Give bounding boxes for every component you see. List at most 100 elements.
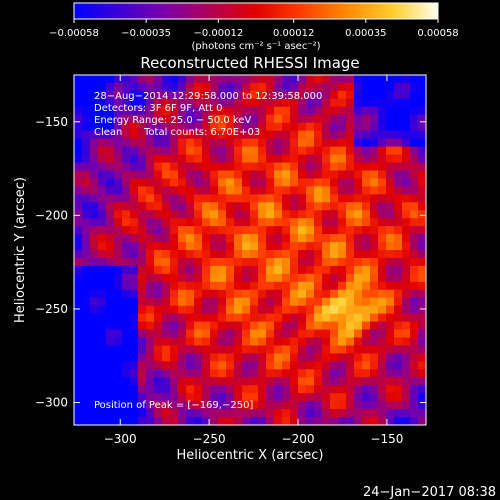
heatmap-cell — [226, 281, 235, 291]
heatmap-cell — [394, 114, 403, 124]
heatmap-cell — [258, 186, 267, 195]
heatmap-cell — [162, 75, 171, 84]
heatmap-cell — [250, 289, 259, 299]
heatmap-cell — [402, 417, 411, 425]
heatmap-cell — [330, 273, 339, 283]
heatmap-cell — [346, 337, 355, 347]
heatmap-cell — [314, 234, 323, 243]
heatmap-cell — [186, 154, 195, 164]
heatmap-cell — [362, 361, 371, 370]
heatmap-cell — [362, 178, 371, 187]
heatmap-cell — [290, 393, 299, 402]
heatmap-cell — [362, 273, 371, 283]
heatmap-cell — [354, 321, 363, 331]
heatmap-cell — [170, 321, 179, 331]
heatmap-cell — [306, 234, 315, 243]
heatmap-cell — [130, 178, 139, 187]
heatmap-cell — [258, 409, 267, 418]
heatmap-cell — [82, 154, 91, 164]
heatmap-cell — [106, 313, 115, 323]
heatmap-cell — [258, 250, 267, 259]
heatmap-cell — [354, 242, 363, 251]
heatmap-cell — [90, 234, 99, 243]
heatmap-cell — [266, 122, 275, 132]
heatmap-cell — [218, 393, 227, 402]
heatmap-cell — [346, 146, 355, 156]
heatmap-cell — [386, 146, 395, 156]
heatmap-cell — [146, 305, 155, 315]
heatmap-cell — [290, 75, 299, 84]
heatmap-cell — [186, 369, 195, 378]
heatmap-cell — [338, 75, 347, 84]
heatmap-cell — [210, 385, 219, 394]
heatmap-cell — [218, 385, 227, 394]
heatmap-cell — [266, 265, 275, 275]
heatmap-cell — [114, 90, 123, 100]
heatmap-cell — [370, 265, 379, 275]
heatmap-cell — [266, 178, 275, 187]
heatmap-cell — [162, 210, 171, 219]
heatmap-cell — [98, 297, 107, 307]
heatmap-cell — [322, 353, 331, 362]
heatmap-cell — [138, 377, 147, 386]
heatmap-cell — [170, 82, 179, 92]
heatmap-cell — [114, 329, 123, 339]
heatmap-cell — [242, 377, 251, 386]
heatmap-cell — [370, 353, 379, 362]
heatmap-cell — [242, 130, 251, 140]
heatmap-cell — [98, 234, 107, 243]
heatmap-cell — [402, 170, 411, 179]
heatmap-cell — [226, 345, 235, 354]
heatmap-cell — [242, 202, 251, 211]
x-axis: −300 −250 −200 −150 — [104, 75, 403, 446]
heatmap-cell — [202, 257, 211, 267]
heatmap-cell — [138, 242, 147, 251]
heatmap-cell — [290, 257, 299, 267]
heatmap-cell — [306, 273, 315, 283]
heatmap-cell — [306, 369, 315, 378]
heatmap-cell — [234, 75, 243, 84]
heatmap-cell — [370, 210, 379, 219]
heatmap-cell — [242, 186, 251, 195]
heatmap-cell — [314, 289, 323, 299]
heatmap-cell — [82, 106, 91, 116]
heatmap-cell — [266, 234, 275, 243]
heatmap-cell — [322, 146, 331, 156]
heatmap-cell — [186, 202, 195, 211]
heatmap-cell — [82, 146, 91, 156]
heatmap-cell — [226, 226, 235, 235]
heatmap-cell — [242, 313, 251, 323]
heatmap-cell — [250, 98, 259, 108]
heatmap-cell — [210, 82, 219, 92]
heatmap-cell — [106, 146, 115, 156]
heatmap-cell — [410, 265, 419, 275]
heatmap-cell — [362, 242, 371, 251]
heatmap-cell — [98, 401, 107, 410]
heatmap-cell — [154, 210, 163, 219]
heatmap-cell — [338, 234, 347, 243]
heatmap-cell — [402, 329, 411, 339]
heatmap-cell — [306, 202, 315, 211]
heatmap-cell — [122, 417, 131, 425]
heatmap-cell — [186, 417, 195, 425]
heatmap-cell — [74, 242, 83, 251]
heatmap-cell — [186, 146, 195, 156]
heatmap-cell — [346, 170, 355, 179]
heatmap-cell — [202, 385, 211, 394]
heatmap-cell — [106, 401, 115, 410]
heatmap-cell — [122, 289, 131, 299]
heatmap-cell — [410, 417, 419, 425]
heatmap-cell — [146, 345, 155, 354]
heatmap-cell — [330, 321, 339, 331]
heatmap-cell — [114, 369, 123, 378]
heatmap-cell — [98, 226, 107, 235]
heatmap-cell — [106, 178, 115, 187]
heatmap-cell — [98, 202, 107, 211]
heatmap-cell — [370, 345, 379, 354]
heatmap-cell — [138, 401, 147, 410]
heatmap-cell — [290, 305, 299, 315]
heatmap-cell — [98, 369, 107, 378]
heatmap-cell — [74, 305, 83, 315]
heatmap-cell — [282, 321, 291, 331]
heatmap-cell — [266, 289, 275, 299]
